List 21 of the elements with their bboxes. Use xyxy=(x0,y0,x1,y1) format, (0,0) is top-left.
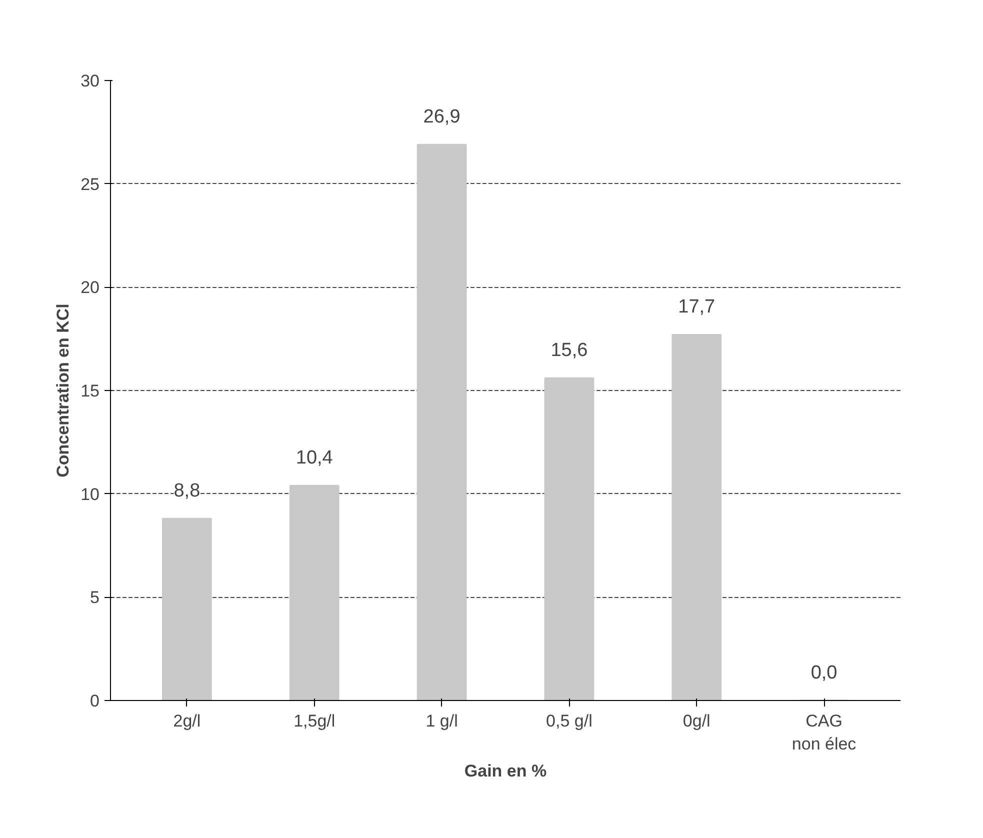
x-tick-label: 2g/l xyxy=(173,712,201,730)
data-label: 17,7 xyxy=(678,296,716,318)
x-tick-label: CAG non élec xyxy=(792,712,857,754)
y-tick-label: 0 xyxy=(90,692,100,710)
y-tick-label: 5 xyxy=(90,588,100,608)
data-label: 8,8 xyxy=(174,480,200,502)
y-tick-label: 25 xyxy=(80,174,100,194)
x-tick-label: 0,5 g/l xyxy=(546,712,592,730)
x-axis-title: Gain en % xyxy=(464,761,547,780)
y-tick-label: 10 xyxy=(80,484,100,504)
y-tick-label: 20 xyxy=(80,278,100,298)
x-tick-label: 0g/l xyxy=(682,712,710,730)
x-tick-label: 1,5g/l xyxy=(294,712,336,730)
y-tick-label: 15 xyxy=(80,382,100,400)
y-axis-title: Concentration en KCl xyxy=(54,304,73,478)
data-label: 10,4 xyxy=(296,448,334,469)
y-tick-label: 30 xyxy=(80,72,100,90)
x-tick-label: 1 g/l xyxy=(426,712,458,730)
data-label: 0,0 xyxy=(810,662,838,684)
data-label: 15,6 xyxy=(550,340,588,362)
data-label: 26,9 xyxy=(423,106,460,128)
